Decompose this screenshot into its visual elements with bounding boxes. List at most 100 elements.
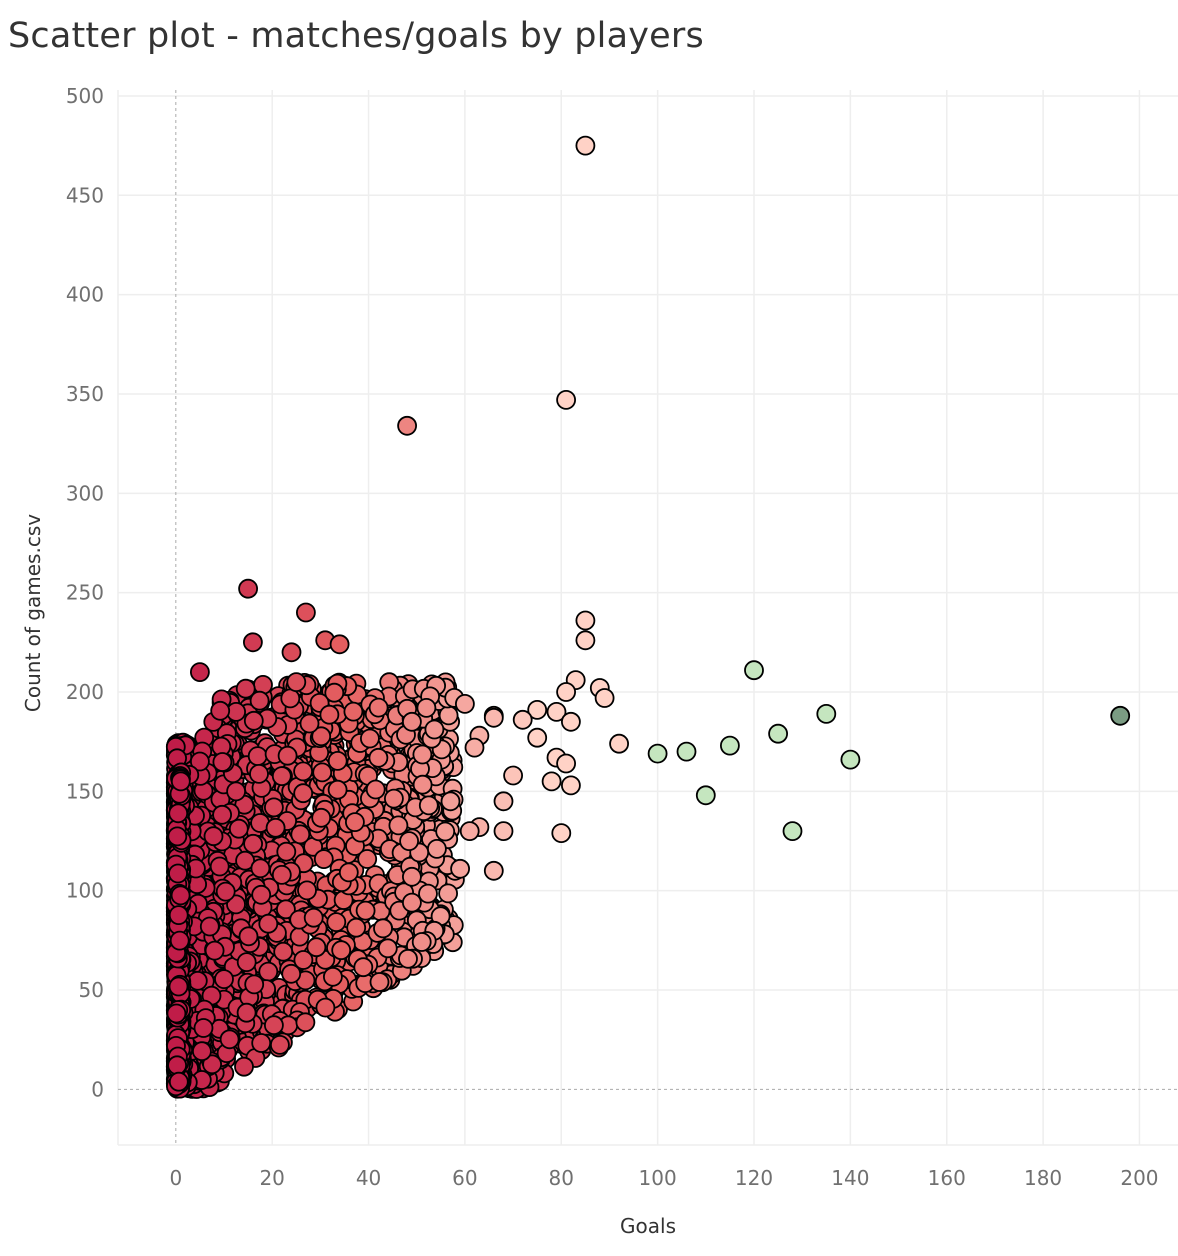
chart-title: Scatter plot - matches/goals by players [8,16,704,56]
scatter-point [313,849,334,869]
scatter-point [556,753,576,774]
scatter-point [418,795,439,816]
scatter-point [170,885,191,906]
scatter-point [424,719,445,740]
scatter-point [527,727,548,748]
scatter-point [561,775,581,796]
scatter-point [365,779,386,800]
scatter-point [235,678,256,699]
scatter-point [263,797,284,818]
scatter-point [247,746,268,766]
y-tick-label: 0 [91,1077,104,1101]
scatter-point [401,866,422,887]
scatter-point [398,948,418,969]
y-tick-label: 500 [66,84,104,108]
y-tick-label: 300 [66,481,104,505]
y-tick-label: 450 [66,183,104,207]
scatter-point [315,997,336,1018]
scatter-point [575,630,596,651]
scatter-point [297,880,317,901]
scatter-point [373,918,393,939]
scatter-point [527,700,548,720]
scatter-point [561,711,581,732]
scatter-point [454,694,475,714]
scatter-point [435,821,456,842]
scatter-point [234,1056,254,1077]
scatter-point [167,826,188,847]
x-tick-label: 0 [169,1166,182,1190]
x-axis-label: Goals [620,1214,676,1238]
scatter-point [440,791,461,812]
scatter-point [277,745,298,766]
grid-layer [117,90,1178,1146]
x-tick-label: 60 [452,1166,477,1190]
scatter-point [464,737,485,758]
scatter-point [258,913,279,934]
scatter-point [503,765,523,786]
y-tick-label: 150 [66,779,104,803]
scatter-point [226,781,247,802]
scatter-point [269,1035,290,1055]
scatter-point [575,135,596,156]
scatter-point [286,672,307,692]
scatter-point [299,713,320,734]
scatter-point [265,817,286,838]
x-tick-label: 80 [549,1166,574,1190]
scatter-point [744,660,764,681]
scatter-point [418,883,438,904]
scatter-point [168,976,189,997]
y-tick-label: 250 [66,581,104,605]
x-tick-label: 40 [356,1166,381,1190]
scatter-point [203,826,224,847]
scatter-point [353,957,374,978]
scatter-point [166,1003,187,1024]
scatter-point [401,892,422,913]
scatter-point [438,705,459,726]
x-tick-label: 160 [928,1166,966,1190]
scatter-point [187,970,208,991]
y-tick-label: 100 [66,879,104,903]
scatter-point [210,700,231,721]
scatter-point [343,701,364,722]
scatter-point [276,841,297,862]
scatter-point [388,815,409,836]
y-tick-label: 50 [79,978,104,1002]
scatter-point [383,788,404,809]
scatter-point [228,818,249,839]
scatter-point [411,932,432,952]
scatter-point [377,938,398,959]
scatter-point [199,916,220,937]
scatter-point [226,894,246,915]
scatter-point [280,688,301,709]
scatter-point [311,726,332,747]
points-layer [165,135,1131,1099]
scatter-point [426,839,447,859]
x-tick-label: 20 [259,1166,284,1190]
scatter-point [189,751,210,772]
scatter-point [170,771,191,792]
scatter-point [236,952,257,972]
scatter-point [209,856,230,877]
scatter-point [212,752,233,772]
scatter-point [720,735,740,756]
y-tick-label: 400 [66,283,104,307]
scatter-point [249,764,269,784]
scatter-point [647,743,668,764]
y-tick-label: 200 [66,680,104,704]
scatter-point [546,702,567,722]
scatter-point [346,917,367,938]
scatter-point [401,711,422,732]
scatter-point [242,632,263,653]
scatter-point [249,690,270,711]
scatter-point [275,899,296,920]
scatter-point [243,833,264,854]
scatter-point [459,821,480,841]
scatter-point [290,824,311,845]
scatter-point [329,634,350,655]
scatter-point [412,774,433,795]
scatter-point [215,881,236,902]
scatter-point [319,704,340,725]
scatter-point [281,963,302,984]
scatter-point [253,675,273,695]
